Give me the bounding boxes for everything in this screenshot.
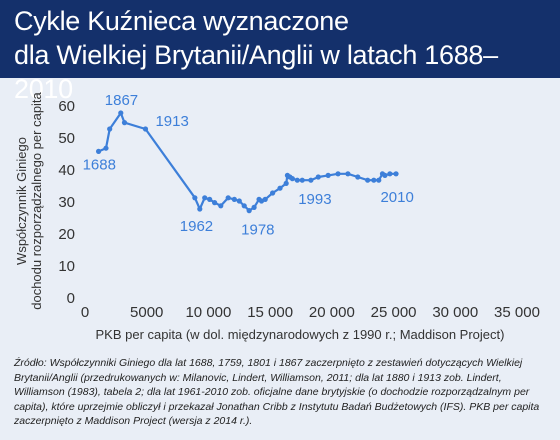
- data-point: [355, 174, 361, 180]
- series-line: [98, 111, 396, 212]
- data-point: [212, 200, 218, 206]
- x-tick-label: 0: [81, 304, 89, 321]
- data-point: [294, 177, 300, 183]
- data-point: [103, 145, 109, 151]
- chart-title: Cykle Kuźnieca wyznaczone dla Wielkiej B…: [14, 6, 498, 104]
- data-point: [365, 177, 371, 183]
- line-chart: 0 10 20 30 40 50 60 0 5000 10 000 15 000 20 000 25 …: [14, 91, 540, 342]
- x-tick-label: 25 000: [371, 304, 417, 321]
- year-annotation: 1962: [180, 218, 213, 235]
- data-point: [202, 195, 208, 201]
- data-point: [299, 177, 305, 183]
- x-tick-label: 30 000: [432, 304, 478, 321]
- data-point: [262, 196, 268, 202]
- y-axis-ticks: 0 10 20 30 40 50 60: [58, 98, 75, 307]
- data-point: [308, 177, 314, 183]
- data-point: [231, 196, 237, 202]
- data-point: [283, 180, 289, 186]
- year-annotation: 1913: [155, 113, 188, 130]
- data-point: [107, 126, 113, 132]
- year-annotation: 1688: [83, 156, 116, 173]
- plot-area: 0 10 20 30 40 50 60 0 5000 10 000 15 000 20 000 25 …: [0, 78, 560, 348]
- data-point: [218, 203, 224, 209]
- data-point: [289, 176, 295, 182]
- source-note: Źródło: Współczynniki Giniego dla lat 16…: [14, 357, 540, 427]
- title-banner: Cykle Kuźnieca wyznaczone dla Wielkiej B…: [0, 0, 560, 104]
- x-tick-label: 20 000: [309, 304, 355, 321]
- data-point: [121, 120, 128, 126]
- data-point: [95, 148, 102, 154]
- year-annotations: 1688 1867 1913 1962 1978 1993 2010: [83, 92, 414, 239]
- data-point: [315, 174, 321, 180]
- x-tick-label: 5000: [130, 304, 163, 321]
- data-point: [387, 171, 393, 177]
- series-group: [95, 110, 399, 214]
- year-annotation: 1978: [241, 222, 274, 239]
- data-point: [246, 208, 252, 214]
- y-tick-label: 20: [58, 226, 75, 243]
- data-point: [382, 172, 388, 178]
- data-point: [335, 171, 341, 177]
- x-tick-label: 15 000: [247, 304, 293, 321]
- year-annotation: 1993: [298, 191, 331, 208]
- data-point: [207, 196, 213, 202]
- data-point: [277, 185, 283, 191]
- x-tick-label: 35 000: [494, 304, 540, 321]
- data-point: [225, 195, 231, 201]
- data-point: [251, 204, 257, 210]
- data-point: [118, 110, 124, 116]
- y-tick-label: 10: [58, 258, 75, 275]
- year-annotation: 2010: [380, 189, 413, 206]
- data-point: [371, 177, 377, 183]
- y-tick-label: 40: [58, 162, 75, 179]
- data-point: [197, 206, 203, 212]
- y-tick-label: 30: [58, 194, 75, 211]
- data-point: [345, 171, 351, 177]
- y-axis-label: Współczynnik Giniegodochodu rozporządzal…: [14, 91, 44, 309]
- x-axis-ticks: 0 5000 10 000 15 000 20 000 25 000 30 000 35 00…: [81, 304, 540, 321]
- data-point: [236, 198, 242, 204]
- data-point: [241, 203, 247, 209]
- y-tick-label: 50: [58, 130, 75, 147]
- y-tick-label: 0: [67, 290, 75, 307]
- data-point: [325, 172, 331, 178]
- year-annotation: 1867: [105, 92, 138, 109]
- data-point: [393, 171, 399, 177]
- x-tick-label: 10 000: [185, 304, 231, 321]
- data-point: [376, 177, 382, 183]
- data-point: [142, 126, 149, 132]
- x-axis-label: PKB per capita (w dol. międzynarodowych …: [96, 327, 505, 342]
- data-point: [270, 190, 276, 196]
- data-point: [192, 195, 198, 201]
- y-tick-label: 60: [58, 98, 75, 115]
